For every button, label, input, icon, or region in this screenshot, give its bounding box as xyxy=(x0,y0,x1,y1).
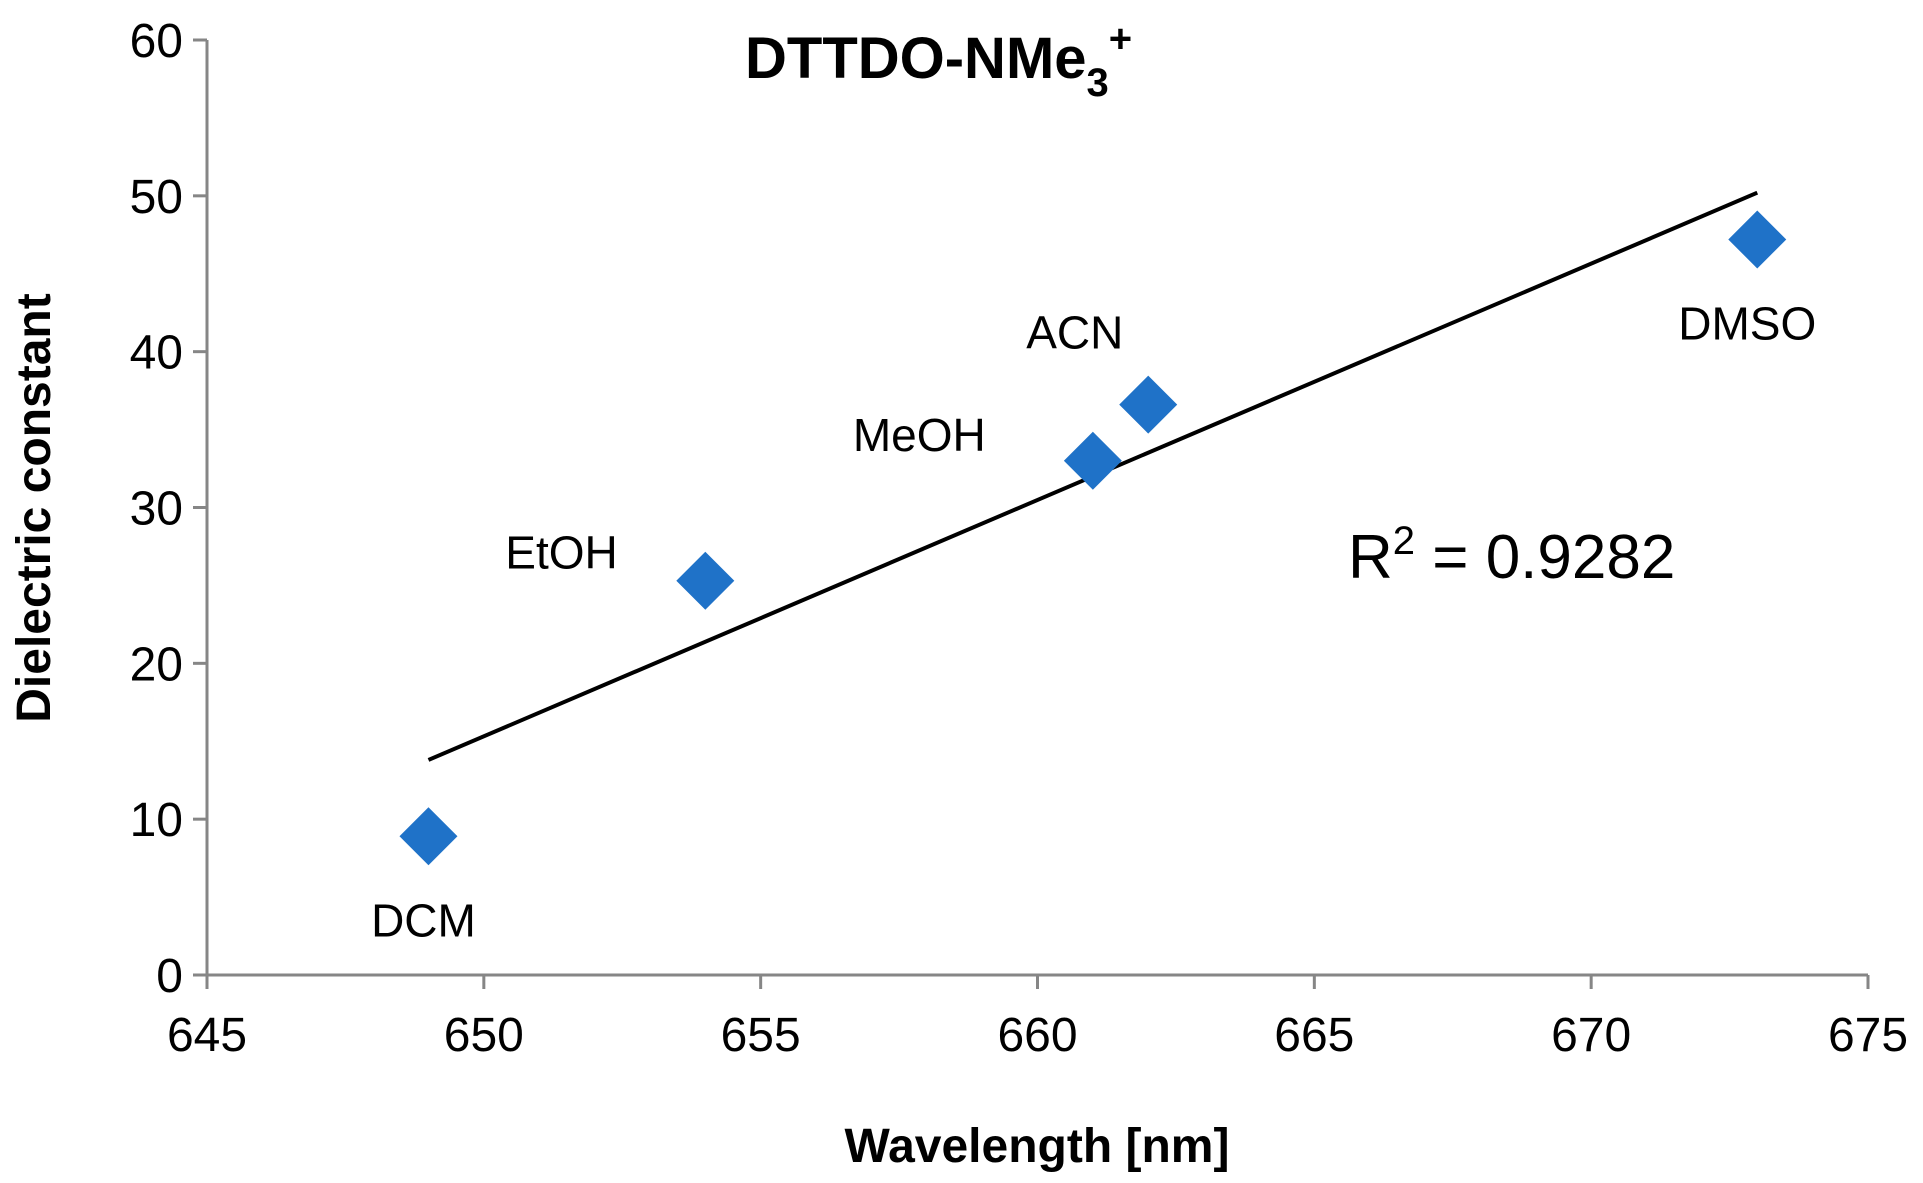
y-axis-label: Dielectric constant xyxy=(8,293,61,722)
y-tick-label: 60 xyxy=(130,15,183,68)
data-label-dcm: DCM xyxy=(371,894,476,946)
data-label-meoh: MeOH xyxy=(853,409,986,461)
chart-title: DTTDO-NMe3+ xyxy=(745,17,1132,105)
y-tick-label: 20 xyxy=(130,638,183,691)
y-tick-label: 30 xyxy=(130,483,183,536)
r-squared-prefix: R xyxy=(1348,523,1393,592)
chart-title-superscript: + xyxy=(1109,17,1132,61)
y-ticks: 0 10 20 30 40 50 60 xyxy=(130,15,207,1003)
data-point-dcm xyxy=(399,807,458,866)
axes xyxy=(205,40,1868,977)
x-tick-label: 660 xyxy=(997,1009,1077,1062)
r-squared-superscript: 2 xyxy=(1393,519,1415,563)
data-label-acn: ACN xyxy=(1026,307,1123,359)
data-label-etoh: EtOH xyxy=(505,527,617,579)
data-point-dmso xyxy=(1728,210,1787,269)
x-tick-label: 670 xyxy=(1551,1009,1631,1062)
y-tick-label: 10 xyxy=(130,794,183,847)
data-point-etoh xyxy=(676,551,735,610)
y-tick-label: 0 xyxy=(156,950,183,1003)
data-label-dmso: DMSO xyxy=(1678,297,1816,349)
x-axis-label: Wavelength [nm] xyxy=(845,1120,1230,1173)
r-squared-value: = 0.9282 xyxy=(1415,523,1675,592)
x-tick-label: 655 xyxy=(721,1009,801,1062)
data-point-acn xyxy=(1119,375,1178,434)
y-tick-label: 40 xyxy=(130,327,183,380)
y-tick-label: 50 xyxy=(130,171,183,224)
data-points xyxy=(399,210,1787,866)
x-tick-label: 645 xyxy=(167,1009,247,1062)
x-ticks: 645 650 655 660 665 670 675 xyxy=(167,975,1908,1062)
chart-title-main: DTTDO-NMe xyxy=(745,26,1087,91)
x-tick-label: 675 xyxy=(1828,1009,1908,1062)
x-tick-label: 665 xyxy=(1274,1009,1354,1062)
x-tick-label: 650 xyxy=(444,1009,524,1062)
r-squared-annotation: R2 = 0.9282 xyxy=(1348,519,1675,592)
chart-title-subscript: 3 xyxy=(1087,61,1109,105)
data-point-meoh xyxy=(1063,431,1122,490)
data-point-labels: DCM EtOH MeOH ACN DMSO xyxy=(371,297,1816,946)
